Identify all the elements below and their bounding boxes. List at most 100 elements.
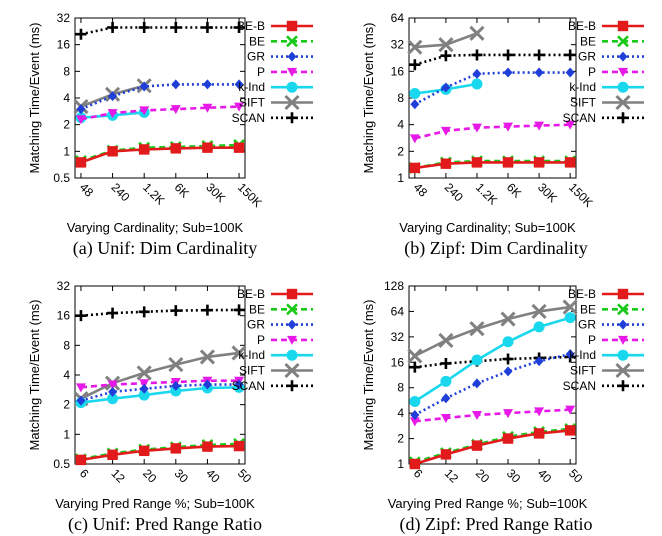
point-marker bbox=[409, 87, 421, 99]
series-line bbox=[80, 351, 240, 400]
point-marker bbox=[234, 379, 244, 390]
y-tick-label: 4 bbox=[63, 91, 70, 105]
point-marker bbox=[440, 449, 452, 460]
series-line bbox=[414, 316, 571, 403]
point-marker bbox=[531, 303, 547, 319]
point-marker bbox=[138, 445, 150, 457]
x-tick-label: 30K bbox=[535, 180, 560, 205]
point-marker bbox=[533, 428, 545, 439]
y-tick-label: 16 bbox=[391, 64, 405, 78]
point-marker bbox=[286, 81, 298, 93]
point-marker bbox=[170, 385, 182, 397]
x-tick-label: 150K bbox=[235, 180, 265, 210]
point-marker bbox=[76, 395, 86, 406]
series bbox=[76, 379, 244, 406]
point-marker bbox=[287, 51, 297, 62]
x-tick-label: 48 bbox=[77, 180, 97, 200]
y-tick-label: 16 bbox=[57, 38, 71, 52]
point-marker bbox=[107, 380, 118, 390]
legend-label: SCAN bbox=[563, 111, 596, 125]
legend-label: P bbox=[257, 65, 265, 79]
point-marker bbox=[107, 307, 119, 319]
point-marker bbox=[472, 68, 482, 79]
legend-label: P bbox=[257, 333, 265, 347]
y-tick-label: 8 bbox=[397, 381, 404, 395]
legend-label: BE-B bbox=[237, 287, 265, 301]
point-marker bbox=[75, 383, 86, 393]
y-tick-label: 2 bbox=[63, 118, 70, 132]
x-tick-label: 6K bbox=[172, 180, 192, 200]
series-line bbox=[414, 123, 571, 140]
point-marker bbox=[471, 123, 482, 133]
series bbox=[410, 67, 575, 110]
point-marker bbox=[503, 366, 513, 377]
series bbox=[75, 142, 245, 168]
series-line bbox=[414, 429, 571, 466]
point-marker bbox=[534, 67, 544, 78]
point-marker bbox=[615, 94, 631, 111]
series-line bbox=[80, 105, 240, 121]
legend-label: k-Ind bbox=[569, 348, 596, 362]
x-tick-label: 30 bbox=[172, 466, 192, 486]
point-marker bbox=[469, 25, 485, 41]
point-marker bbox=[75, 310, 87, 322]
point-marker bbox=[136, 365, 152, 381]
point-marker bbox=[618, 319, 628, 330]
point-marker bbox=[107, 393, 119, 405]
x-tick-label: 12 bbox=[442, 466, 462, 486]
series bbox=[75, 21, 245, 40]
point-marker bbox=[201, 21, 213, 33]
point-marker bbox=[441, 393, 451, 404]
point-marker bbox=[286, 288, 298, 300]
y-tick-label: 2 bbox=[63, 398, 70, 412]
x-tick-label: 20 bbox=[140, 466, 160, 486]
y-axis-label: Matching Time/Event (ms) bbox=[361, 23, 376, 174]
point-marker bbox=[534, 356, 544, 367]
x-tick-label: 48 bbox=[411, 180, 431, 200]
series bbox=[75, 139, 245, 167]
point-marker bbox=[471, 157, 483, 168]
y-tick-label: 64 bbox=[391, 304, 405, 318]
series-line bbox=[80, 383, 240, 402]
point-marker bbox=[503, 67, 513, 78]
chart-caption: (b) Zipf: Dim Cardinality bbox=[404, 238, 587, 259]
point-marker bbox=[618, 51, 628, 62]
point-marker bbox=[139, 106, 150, 116]
point-marker bbox=[171, 380, 181, 391]
point-marker bbox=[202, 379, 212, 390]
point-marker bbox=[502, 336, 514, 348]
series-line bbox=[80, 379, 240, 389]
point-marker bbox=[472, 378, 482, 389]
point-marker bbox=[409, 395, 421, 407]
plot-frame bbox=[408, 17, 577, 179]
series-line bbox=[414, 71, 571, 106]
x-axis-label: Varying Pred Range %; Sub=100K bbox=[388, 496, 588, 511]
y-tick-label: 32 bbox=[57, 279, 71, 293]
series-line bbox=[414, 408, 571, 423]
point-marker bbox=[168, 357, 184, 373]
point-marker bbox=[471, 49, 483, 61]
series bbox=[409, 49, 576, 71]
x-axis-label: Varying Cardinality; Sub=100K bbox=[67, 220, 244, 235]
legend-label: k-Ind bbox=[238, 80, 265, 94]
series bbox=[75, 102, 245, 125]
point-marker bbox=[139, 383, 149, 394]
y-tick-label: 32 bbox=[391, 38, 405, 52]
legend-label: BE bbox=[249, 302, 265, 316]
x-tick-label: 50 bbox=[235, 466, 255, 486]
point-marker bbox=[440, 50, 452, 62]
series bbox=[75, 304, 245, 322]
legend-label: BE bbox=[580, 302, 596, 316]
y-tick-label: 64 bbox=[391, 11, 405, 25]
y-tick-label: 8 bbox=[63, 64, 70, 78]
x-tick-label: 150K bbox=[566, 180, 596, 210]
legend-label: SIFT bbox=[239, 364, 266, 378]
chart-caption: (d) Zipf: Pred Range Ratio bbox=[400, 514, 593, 535]
point-marker bbox=[201, 304, 213, 316]
point-marker bbox=[471, 411, 482, 421]
series-line bbox=[80, 444, 240, 462]
